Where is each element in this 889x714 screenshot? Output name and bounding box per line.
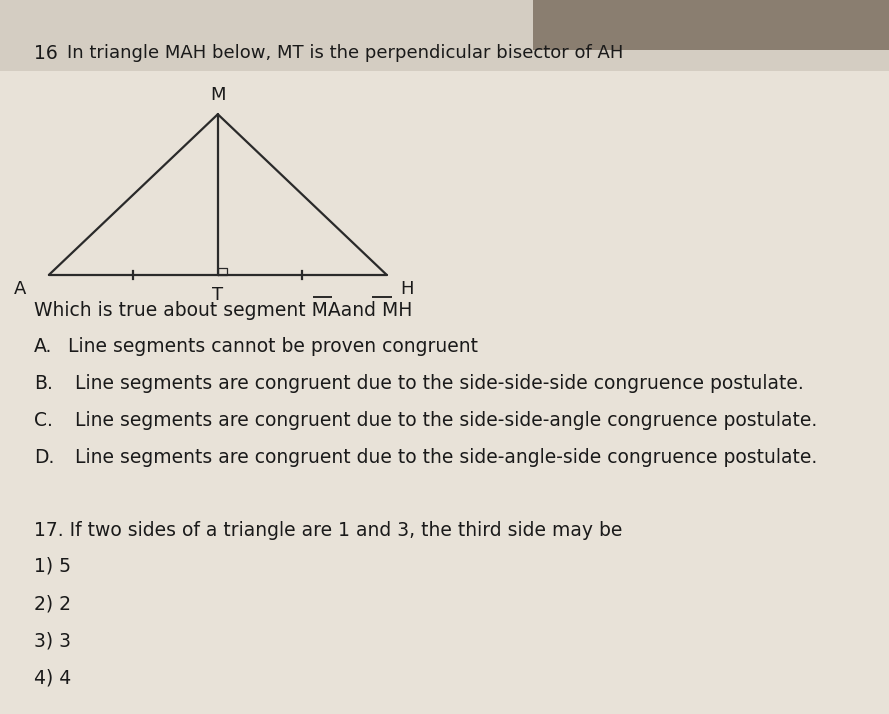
Text: Line segments are congruent due to the side-side-side congruence postulate.: Line segments are congruent due to the s… [75,374,804,393]
Text: 2) 2: 2) 2 [34,594,71,613]
Text: Line segments are congruent due to the side-side-angle congruence postulate.: Line segments are congruent due to the s… [75,411,817,431]
Text: M: M [210,86,226,104]
Text: B.: B. [34,374,52,393]
Text: H: H [400,280,413,298]
Text: Which is true about segment MAand MH: Which is true about segment MAand MH [34,301,412,321]
Text: 4) 4: 4) 4 [34,668,71,688]
Text: In triangle MAH below, MT is the perpendicular bisector of AH: In triangle MAH below, MT is the perpend… [67,44,623,62]
FancyBboxPatch shape [533,0,889,50]
Text: 17. If two sides of a triangle are 1 and 3, the third side may be: 17. If two sides of a triangle are 1 and… [34,521,622,540]
Text: Line segments cannot be proven congruent: Line segments cannot be proven congruent [68,337,477,356]
FancyBboxPatch shape [0,0,889,71]
Text: T: T [212,286,223,303]
Text: 1) 5: 1) 5 [34,557,71,576]
FancyBboxPatch shape [0,18,889,714]
Text: A.: A. [34,337,52,356]
Text: D.: D. [34,448,54,468]
Text: A: A [14,280,27,298]
Text: Line segments are congruent due to the side-angle-side congruence postulate.: Line segments are congruent due to the s… [75,448,817,468]
Text: 3) 3: 3) 3 [34,631,71,650]
Text: 16: 16 [34,44,58,64]
Text: C.: C. [34,411,52,431]
